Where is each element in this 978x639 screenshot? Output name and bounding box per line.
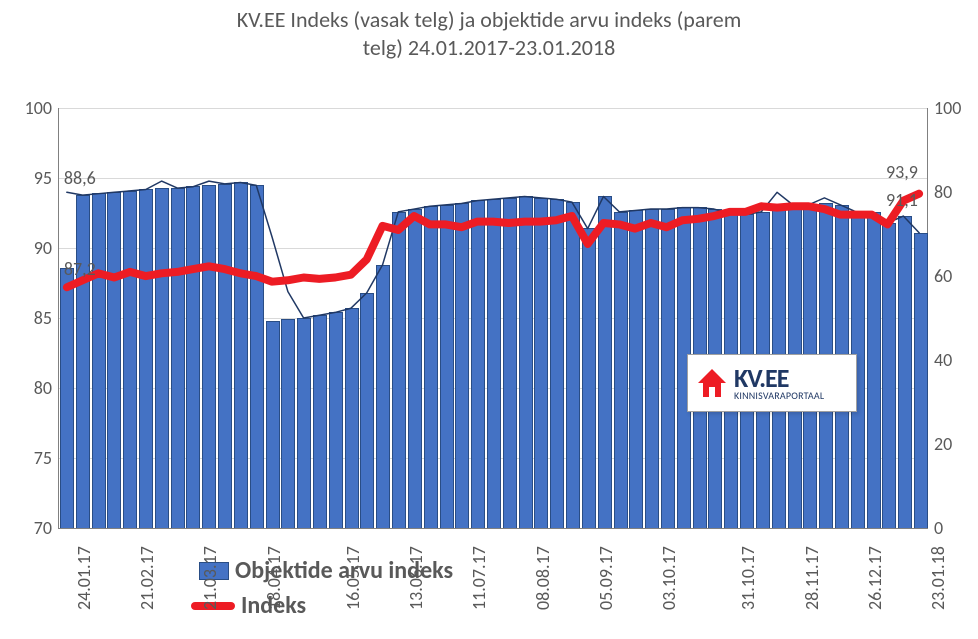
y-left-tick-label: 80 <box>4 377 52 399</box>
x-tick-label: 24.01.17 <box>73 546 95 610</box>
logo-text: KV.EE KINNISVARAPORTAAL <box>734 365 824 401</box>
x-tick-label: 03.10.17 <box>658 546 680 610</box>
kvee-logo: KV.EE KINNISVARAPORTAAL <box>687 354 857 412</box>
y-right-tick-label: 60 <box>934 265 978 287</box>
x-tick-label: 16.05.17 <box>342 546 364 610</box>
y-right-tick-label: 0 <box>934 517 978 539</box>
x-tick-label: 23.01.18 <box>927 546 949 610</box>
logo-house-icon <box>696 367 728 399</box>
data-label: 93,9 <box>886 161 918 183</box>
thin-line-series <box>67 181 919 318</box>
chart-container: KV.EE Indeks (vasak telg) ja objektide a… <box>0 0 978 639</box>
x-tick-label: 21.02.17 <box>136 546 158 610</box>
data-label: 88,6 <box>64 167 96 189</box>
x-tick-label: 05.09.17 <box>595 546 617 610</box>
data-label: 91,1 <box>886 189 918 211</box>
x-tick-label: 26.12.17 <box>864 546 886 610</box>
logo-sub-text: KINNISVARAPORTAAL <box>734 391 824 401</box>
x-tick-label: 31.10.17 <box>737 546 759 610</box>
y-left-tick-label: 95 <box>4 167 52 189</box>
plot-area: Objektide arvu indeks Indeks KV.EE KINNI… <box>58 108 928 528</box>
data-label: 87,2 <box>64 258 96 280</box>
y-left-tick-label: 70 <box>4 517 52 539</box>
red-line-series <box>67 194 919 288</box>
y-right-tick-label: 100 <box>934 97 978 119</box>
plot-border-bottom <box>58 528 928 529</box>
x-tick-label: 11.07.17 <box>468 546 490 610</box>
y-left-tick-label: 100 <box>4 97 52 119</box>
y-left-tick-label: 85 <box>4 307 52 329</box>
y-right-tick-label: 40 <box>934 349 978 371</box>
y-left-tick-label: 90 <box>4 237 52 259</box>
line-series <box>59 108 927 528</box>
logo-main-text: KV.EE <box>734 365 824 391</box>
chart-title: KV.EE Indeks (vasak telg) ja objektide a… <box>0 6 978 62</box>
y-right-tick-label: 20 <box>934 433 978 455</box>
x-tick-label: 28.11.17 <box>801 546 823 610</box>
y-left-tick-label: 75 <box>4 447 52 469</box>
x-tick-label: 08.08.17 <box>532 546 554 610</box>
x-tick-label: 13.06.17 <box>405 546 427 610</box>
title-line-2: telg) 24.01.2017-23.01.2018 <box>363 34 615 61</box>
title-line-1: KV.EE Indeks (vasak telg) ja objektide a… <box>237 6 742 33</box>
x-tick-label: 18.04.17 <box>263 546 285 610</box>
x-tick-label: 21.03.17 <box>199 546 221 610</box>
y-right-tick-label: 80 <box>934 181 978 203</box>
